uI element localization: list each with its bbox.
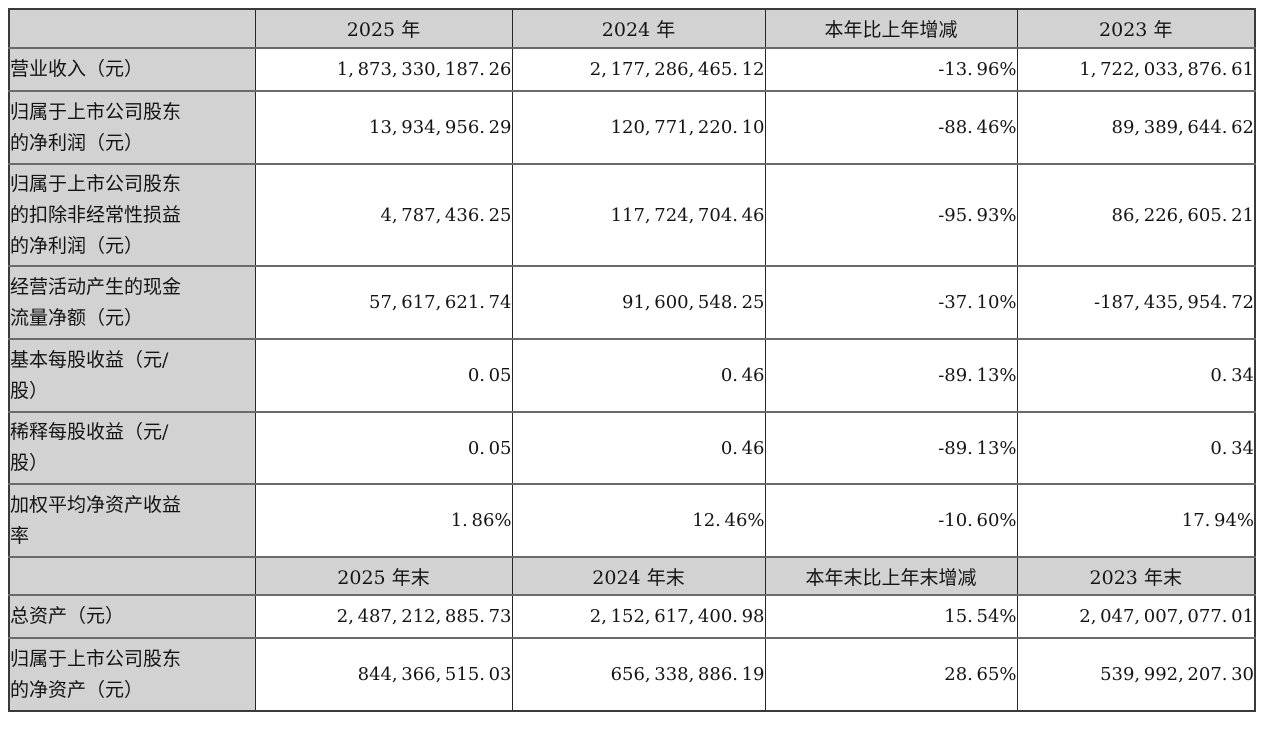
cell-value-change: -88. 46% [764, 90, 1018, 165]
cell-value-2025: 844, 366, 515. 03 [254, 637, 513, 712]
row-operating-revenue: 营业收入（元） 1, 873, 330, 187. 26 2, 177, 286… [8, 47, 1256, 92]
row-label: 营业收入（元） [8, 47, 256, 92]
row-label: 总资产（元） [8, 594, 256, 639]
header-yoy-change: 本年比上年增减 [764, 8, 1018, 49]
cell-value-2024: 2, 152, 617, 400. 98 [511, 594, 766, 639]
cell-value-2025: 13, 934, 956. 29 [254, 90, 513, 165]
cell-value-2025: 2, 487, 212, 885. 73 [254, 594, 513, 639]
cell-value-2023: 2, 047, 007, 077. 01 [1016, 594, 1256, 639]
row-operating-cash-flow: 经营活动产生的现金 流量净额（元） 57, 617, 621. 74 91, 6… [8, 265, 1256, 340]
cell-value-2024: 2, 177, 286, 465. 12 [511, 47, 766, 92]
header-year-2025: 2025 年 [254, 8, 513, 49]
cell-value-2024: 12. 46% [511, 483, 766, 558]
header-end-2024: 2024 年末 [511, 556, 766, 596]
row-net-profit: 归属于上市公司股东 的净利润（元） 13, 934, 956. 29 120, … [8, 90, 1256, 165]
row-label: 稀释每股收益（元/ 股） [8, 411, 256, 485]
header-end-change: 本年末比上年末增减 [764, 556, 1018, 596]
cell-value-change: -37. 10% [764, 265, 1018, 340]
cell-value-2024: 656, 338, 886. 19 [511, 637, 766, 712]
cell-value-change: -95. 93% [764, 163, 1018, 267]
cell-value-2023: 539, 992, 207. 30 [1016, 637, 1256, 712]
cell-value-2023: 0. 34 [1016, 338, 1256, 413]
cell-value-2025: 0. 05 [254, 338, 513, 413]
cell-value-2025: 1. 86% [254, 483, 513, 558]
cell-value-2025: 1, 873, 330, 187. 26 [254, 47, 513, 92]
cell-value-2024: 117, 724, 704. 46 [511, 163, 766, 267]
row-label: 加权平均净资产收益 率 [8, 483, 256, 558]
cell-value-2023: 17. 94% [1016, 483, 1256, 558]
header-row-period-end: 2025 年末 2024 年末 本年末比上年末增减 2023 年末 [8, 556, 1256, 596]
cell-value-2024: 0. 46 [511, 338, 766, 413]
row-net-profit-excl-nonrecurring: 归属于上市公司股东 的扣除非经常性损益 的净利润（元） 4, 787, 436.… [8, 163, 1256, 267]
cell-value-2023: 0. 34 [1016, 411, 1256, 485]
cell-value-2023: 89, 389, 644. 62 [1016, 90, 1256, 165]
row-label: 经营活动产生的现金 流量净额（元） [8, 265, 256, 340]
financial-summary-table: 2025 年 2024 年 本年比上年增减 2023 年 营业收入（元） 1, … [8, 8, 1256, 712]
row-label: 归属于上市公司股东 的扣除非经常性损益 的净利润（元） [8, 163, 256, 267]
cell-value-2024: 91, 600, 548. 25 [511, 265, 766, 340]
row-weighted-roe: 加权平均净资产收益 率 1. 86% 12. 46% -10. 60% 17. … [8, 483, 1256, 558]
cell-value-2023: 86, 226, 605. 21 [1016, 163, 1256, 267]
header-year-2024: 2024 年 [511, 8, 766, 49]
row-net-assets: 归属于上市公司股东 的净资产（元） 844, 366, 515. 03 656,… [8, 637, 1256, 712]
row-label: 基本每股收益（元/ 股） [8, 338, 256, 413]
cell-value-change: 15. 54% [764, 594, 1018, 639]
header-end-2023: 2023 年末 [1016, 556, 1256, 596]
row-diluted-eps: 稀释每股收益（元/ 股） 0. 05 0. 46 -89. 13% 0. 34 [8, 411, 1256, 485]
cell-value-2024: 120, 771, 220. 10 [511, 90, 766, 165]
header-empty-cell [8, 8, 256, 49]
cell-value-2025: 57, 617, 621. 74 [254, 265, 513, 340]
header-year-2023: 2023 年 [1016, 8, 1256, 49]
cell-value-2024: 0. 46 [511, 411, 766, 485]
cell-value-change: 28. 65% [764, 637, 1018, 712]
header-end-2025: 2025 年末 [254, 556, 513, 596]
cell-value-change: -13. 96% [764, 47, 1018, 92]
cell-value-change: -89. 13% [764, 338, 1018, 413]
header-row-period: 2025 年 2024 年 本年比上年增减 2023 年 [8, 8, 1256, 49]
row-label: 归属于上市公司股东 的净利润（元） [8, 90, 256, 165]
cell-value-change: -10. 60% [764, 483, 1018, 558]
row-label: 归属于上市公司股东 的净资产（元） [8, 637, 256, 712]
cell-value-change: -89. 13% [764, 411, 1018, 485]
row-basic-eps: 基本每股收益（元/ 股） 0. 05 0. 46 -89. 13% 0. 34 [8, 338, 1256, 413]
cell-value-2025: 4, 787, 436. 25 [254, 163, 513, 267]
cell-value-2023: 1, 722, 033, 876. 61 [1016, 47, 1256, 92]
cell-value-2023: -187, 435, 954. 72 [1016, 265, 1256, 340]
row-total-assets: 总资产（元） 2, 487, 212, 885. 73 2, 152, 617,… [8, 594, 1256, 639]
cell-value-2025: 0. 05 [254, 411, 513, 485]
header-empty-cell [8, 556, 256, 596]
